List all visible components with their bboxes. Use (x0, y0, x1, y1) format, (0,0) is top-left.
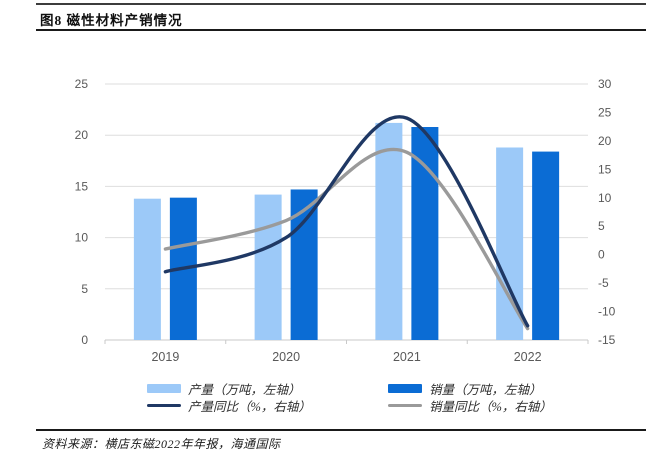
bar-sales-2021 (411, 127, 439, 341)
right-axis-tick-label: 0 (598, 248, 605, 262)
right-axis-tick-label: -5 (598, 276, 609, 290)
right-axis-tick-label: 30 (598, 77, 612, 91)
chart-legend: 产量（万吨，左轴） 产量同比（%，右轴） 销量（万吨，左轴） 销量同比（%，右轴… (0, 381, 646, 417)
source-note: 资料来源：横店东磁2022年年报，海通国际 (42, 437, 281, 451)
right-axis-tick-label: 15 (598, 162, 612, 176)
left-axis-tick-label: 20 (75, 128, 89, 142)
legend-swatch-sales-yoy (388, 403, 422, 408)
legend-swatch-production-yoy (147, 403, 181, 408)
right-axis-tick-label: 25 (598, 105, 612, 119)
legend-item-sales-yoy: 销量同比（%，右轴） (388, 398, 552, 414)
legend-item-production: 产量（万吨，左轴） (147, 381, 311, 397)
left-axis-tick-label: 5 (81, 282, 88, 296)
bar-production-2019 (133, 198, 161, 340)
right-axis-tick-label: -10 (598, 305, 616, 319)
right-axis-tick-label: 20 (598, 134, 612, 148)
bar-production-2021 (375, 122, 403, 340)
left-axis-tick-label: 10 (75, 231, 89, 245)
legend-label-production-yoy: 产量同比（%，右轴） (188, 400, 311, 414)
bar-sales-2022 (532, 151, 560, 340)
legend-item-sales: 销量（万吨，左轴） (388, 381, 552, 397)
chart-area: 0 5 10 15 20 25 -15 -10 -5 0 5 10 15 20 25 30 2019 2020 20… (75, 77, 616, 364)
x-axis-category-label: 2020 (272, 350, 300, 364)
left-axis-tick-label: 15 (75, 179, 89, 193)
right-axis-tick-label: -15 (598, 333, 616, 347)
legend-swatch-sales (388, 384, 422, 393)
legend-item-production-yoy: 产量同比（%，右轴） (147, 398, 311, 414)
x-axis-category-label: 2019 (151, 350, 179, 364)
left-axis-tick-label: 0 (81, 333, 88, 347)
title-underline (36, 29, 646, 31)
legend-label-sales: 销量（万吨，左轴） (429, 383, 542, 397)
x-axis-category-label: 2022 (514, 350, 542, 364)
line-production-yoy (163, 115, 530, 328)
legend-label-production: 产量（万吨，左轴） (188, 383, 301, 397)
figure-title: 图8 磁性材料产销情况 (40, 13, 183, 28)
top-rule (36, 3, 646, 5)
bar-production-2020 (254, 194, 282, 340)
legend-swatch-production (147, 384, 181, 393)
right-axis-tick-label: 10 (598, 191, 612, 205)
left-axis-tick-label: 25 (75, 77, 89, 91)
x-axis-category-label: 2021 (393, 350, 421, 364)
legend-column-left: 产量（万吨，左轴） 产量同比（%，右轴） (147, 381, 311, 415)
line-sales-yoy (163, 147, 530, 331)
legend-column-right: 销量（万吨，左轴） 销量同比（%，右轴） (388, 381, 552, 415)
chart-canvas: 0 5 10 15 20 25 -15 -10 -5 0 5 10 15 20 25 30 2019 2020 20… (75, 77, 616, 364)
right-axis-tick-label: 5 (598, 219, 605, 233)
legend-label-sales-yoy: 销量同比（%，右轴） (429, 400, 552, 414)
source-divider (36, 429, 646, 431)
